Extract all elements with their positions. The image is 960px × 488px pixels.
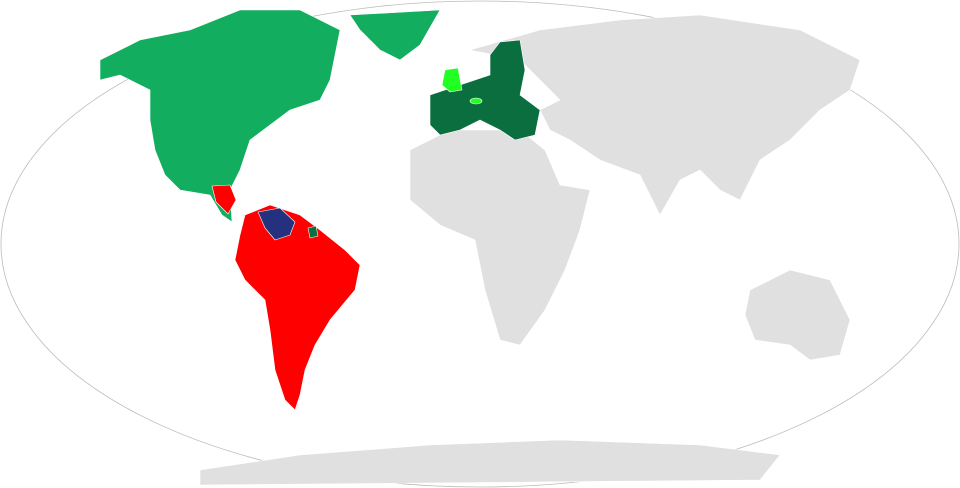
region-united-kingdom bbox=[441, 67, 463, 93]
region-eurasia bbox=[469, 14, 861, 216]
region-africa bbox=[409, 129, 591, 346]
region-venezuela bbox=[257, 207, 296, 241]
region-switzerland bbox=[469, 97, 483, 105]
region-australia bbox=[744, 269, 851, 361]
region-antarctica bbox=[199, 439, 781, 486]
region-european-union bbox=[429, 39, 541, 141]
region-greenland bbox=[349, 9, 441, 61]
region-south-america bbox=[234, 204, 361, 411]
region-central-america bbox=[211, 184, 237, 215]
region-guyana-region bbox=[307, 225, 319, 239]
